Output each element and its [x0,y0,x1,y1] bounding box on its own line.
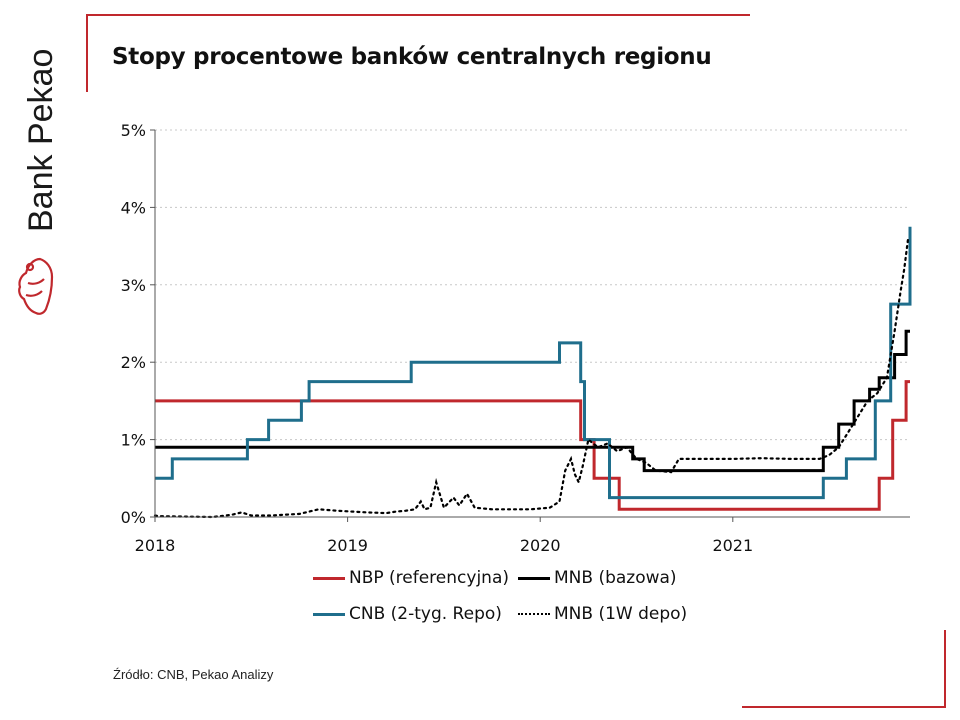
legend-label: CNB (2-tyg. Repo) [349,604,502,624]
footer-frame [742,630,946,708]
y-tick-label: 3% [121,276,146,295]
legend-label: NBP (referencyjna) [349,568,509,588]
legend-label: MNB (bazowa) [554,568,677,588]
x-tick-label: 2021 [712,536,753,555]
y-tick-label: 1% [121,431,146,450]
header-frame [86,14,750,92]
brand-name: Bank Pekao [22,49,60,232]
x-tick-label: 2020 [520,536,561,555]
legend-swatch [518,613,550,615]
legend-item: MNB (bazowa) [518,568,677,588]
series-line [155,226,912,500]
legend-item: CNB (2-tyg. Repo) [313,604,502,624]
legend-label: MNB (1W depo) [554,604,688,624]
legend-swatch [313,576,345,580]
y-tick-label: 2% [121,353,146,372]
chart-grid [155,129,910,441]
y-tick-label: 5% [121,121,146,140]
source-note: Źródło: CNB, Pekao Analizy [113,667,274,682]
series-line [153,237,910,519]
x-tick-label: 2018 [135,536,176,555]
series-line [155,380,910,511]
legend-swatch [313,612,345,616]
legend-item: NBP (referencyjna) [313,568,509,588]
chart-title: Stopy procentowe banków centralnych regi… [112,44,712,70]
y-tick-label: 4% [121,198,146,217]
x-tick-label: 2019 [327,536,368,555]
chart-series [153,226,912,519]
legend-item: MNB (1W depo) [518,604,687,624]
y-tick-label: 0% [121,508,146,527]
legend-swatch [518,576,550,580]
chart-axes: 0% 1% 2% 3% 4% 5% 2018 2019 2020 2021 [121,121,910,555]
bison-logo-icon [18,257,54,315]
brand-logo: Bank Pekao [18,49,60,315]
